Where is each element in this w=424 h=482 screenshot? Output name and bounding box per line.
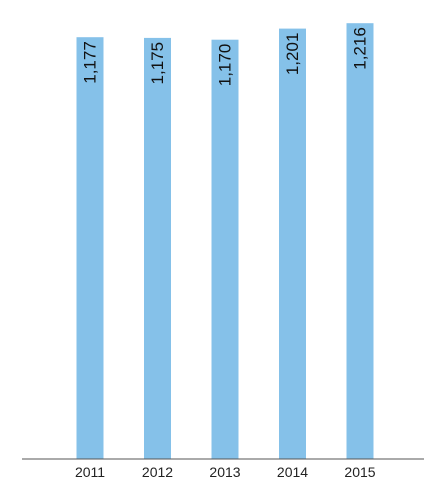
value-label-2014: 1,201 bbox=[283, 33, 302, 76]
bar-2012 bbox=[144, 37, 171, 460]
bar-2015 bbox=[346, 23, 374, 459]
value-labels-layer: 1,177 1,175 1,170 1,201 1,216 bbox=[81, 27, 370, 86]
x-axis-tick-labels: 2011 2012 2013 2014 2015 bbox=[75, 464, 376, 480]
x-tick-label-2014: 2014 bbox=[277, 464, 308, 480]
value-label-2015: 1,216 bbox=[351, 27, 370, 70]
value-label-2012: 1,175 bbox=[148, 42, 167, 85]
x-tick-label-2013: 2013 bbox=[209, 464, 240, 480]
bar-2011 bbox=[76, 37, 104, 459]
value-label-2011: 1,177 bbox=[81, 41, 100, 84]
x-tick-label-2012: 2012 bbox=[142, 464, 173, 480]
bar-2014 bbox=[279, 28, 306, 459]
bars-layer bbox=[76, 23, 374, 460]
x-tick-label-2011: 2011 bbox=[75, 464, 105, 480]
bar-2013 bbox=[211, 39, 239, 459]
x-tick-label-2015: 2015 bbox=[344, 464, 375, 480]
value-label-2013: 1,170 bbox=[216, 44, 235, 87]
